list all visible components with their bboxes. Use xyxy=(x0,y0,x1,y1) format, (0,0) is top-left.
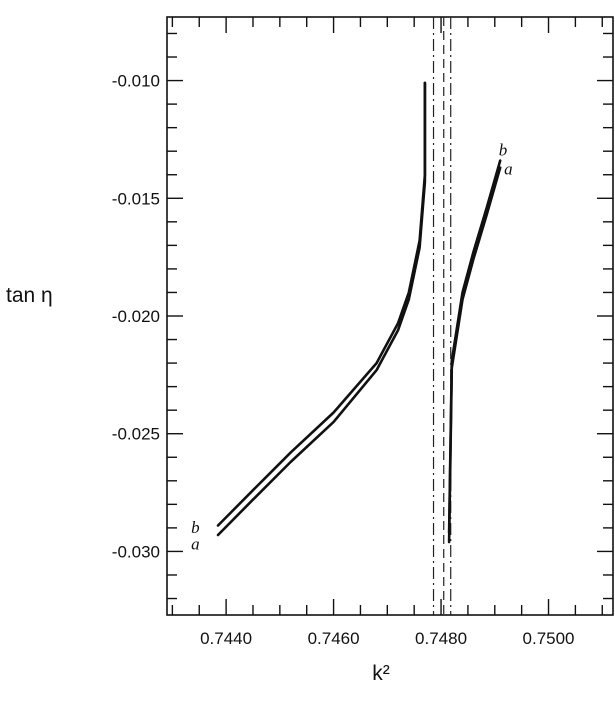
x-tick-label: 0.7460 xyxy=(308,629,360,648)
plot-frame xyxy=(166,16,614,616)
series-label-b: b xyxy=(191,518,200,537)
x-tick-label: 0.7480 xyxy=(415,629,467,648)
y-tick-label: -0.015 xyxy=(112,189,160,208)
x-tick-label: 0.7500 xyxy=(523,629,575,648)
series-a-line xyxy=(447,166,502,544)
series-b-line xyxy=(447,159,502,534)
x-tick-label: 0.7440 xyxy=(200,629,252,648)
series-label-b: b xyxy=(499,141,508,160)
tick-marks xyxy=(167,17,613,615)
y-axis-title: tan η xyxy=(6,284,53,307)
series-a-line xyxy=(216,81,427,537)
y-tick-label: -0.020 xyxy=(112,307,160,326)
y-tick-label: -0.025 xyxy=(112,425,160,444)
series-label-a: a xyxy=(504,159,513,178)
series-label-a: a xyxy=(191,534,200,553)
series-b-line xyxy=(216,81,427,527)
x-axis-title: k² xyxy=(372,662,390,685)
y-tick-label: -0.010 xyxy=(112,72,160,91)
y-tick-label: -0.030 xyxy=(112,542,160,561)
